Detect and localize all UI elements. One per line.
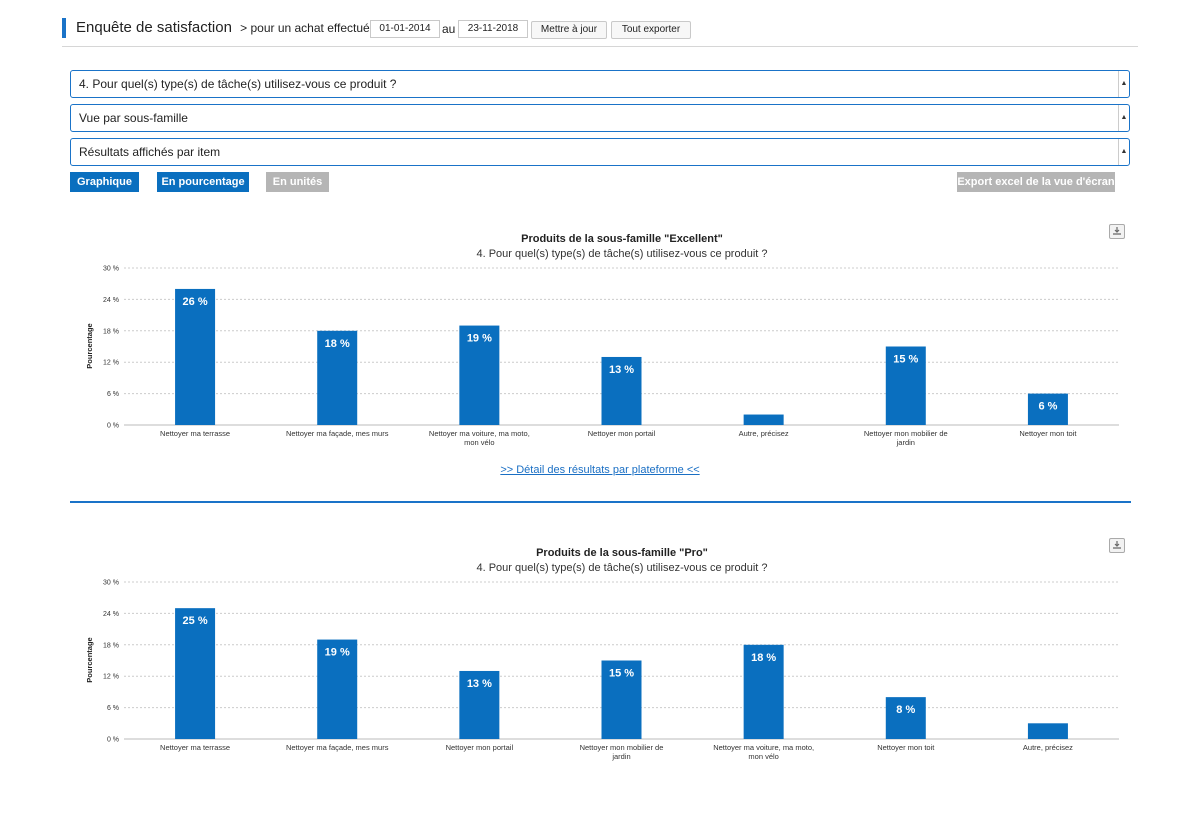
y-tick-label: 18 % [103, 328, 119, 335]
data-label: 25 % [183, 615, 208, 627]
chevron-down-icon: ▲ [1118, 105, 1129, 131]
download-icon[interactable] [1109, 538, 1125, 553]
page-title-text: Enquête de satisfaction [76, 19, 232, 36]
bar[interactable] [317, 639, 358, 739]
data-label: 15 % [609, 668, 634, 680]
view-select-value: Vue par sous-famille [79, 111, 188, 125]
bar[interactable] [601, 356, 642, 425]
bar[interactable] [1027, 393, 1068, 425]
x-tick-label: Nettoyer mon toit [877, 743, 935, 752]
bar[interactable] [743, 414, 784, 425]
update-button[interactable]: Mettre à jour [531, 21, 607, 39]
x-tick-label: Nettoyer ma voiture, ma moto, mon vélo [429, 429, 530, 447]
x-tick-label: Nettoyer mon portail [588, 429, 656, 438]
view-select[interactable]: Vue par sous-famille ▲ [70, 104, 1130, 132]
x-tick-label: Nettoyer mon toit [1019, 429, 1077, 438]
chevron-down-icon: ▲ [1118, 71, 1129, 97]
x-tick-label: Nettoyer mon mobilier de jardin [864, 429, 948, 447]
data-label: 19 % [467, 333, 492, 345]
chart-subtitle: 4. Pour quel(s) type(s) de tâche(s) util… [476, 248, 767, 260]
results-select-value: Résultats affichés par item [79, 145, 221, 159]
x-tick-label: Nettoyer ma façade, mes murs [286, 743, 389, 752]
units-toggle-button[interactable]: En unités [266, 172, 329, 192]
page-subtitle: > pour un achat effectué du [240, 21, 387, 35]
x-tick-label: Nettoyer ma terrasse [160, 429, 230, 438]
bar-chart-pro: Produits de la sous-famille "Pro" 4. Pou… [85, 547, 1119, 761]
y-tick-label: 24 % [103, 297, 119, 304]
download-icon[interactable] [1109, 224, 1125, 239]
date-from-field[interactable]: 01-01-2014 [370, 20, 440, 38]
y-tick-label: 6 % [107, 705, 119, 712]
date-to-field[interactable]: 23-11-2018 [458, 20, 528, 38]
bar[interactable] [885, 697, 926, 739]
header-accent-bar [62, 18, 66, 38]
y-tick-label: 12 % [103, 674, 119, 681]
y-tick-label: 18 % [103, 642, 119, 649]
header-divider [62, 46, 1138, 47]
y-tick-label: 30 % [103, 580, 119, 587]
chart-title: Produits de la sous-famille "Pro" [536, 547, 708, 559]
x-tick-label: Nettoyer mon mobilier de jardin [580, 743, 664, 761]
y-axis-label: Pourcentage [85, 323, 94, 368]
x-tick-label: Nettoyer ma voiture, ma moto, mon vélo [713, 743, 814, 761]
export-excel-button[interactable]: Export excel de la vue d'écran [957, 172, 1115, 192]
question-select-value: 4. Pour quel(s) type(s) de tâche(s) util… [79, 77, 397, 91]
x-tick-label: Autre, précisez [1023, 743, 1073, 752]
data-label: 18 % [751, 652, 776, 664]
question-select[interactable]: 4. Pour quel(s) type(s) de tâche(s) util… [70, 70, 1130, 98]
y-tick-label: 0 % [107, 737, 119, 744]
x-tick-label: Autre, précisez [739, 429, 789, 438]
y-tick-label: 12 % [103, 360, 119, 367]
bar[interactable] [459, 670, 500, 739]
y-tick-label: 30 % [103, 266, 119, 273]
data-label: 19 % [325, 647, 350, 659]
bar[interactable] [175, 288, 216, 425]
data-label: 18 % [325, 338, 350, 350]
results-select[interactable]: Résultats affichés par item ▲ [70, 138, 1130, 166]
chart-subtitle: 4. Pour quel(s) type(s) de tâche(s) util… [476, 562, 767, 574]
bar-chart-excellent: Produits de la sous-famille "Excellent" … [85, 233, 1119, 447]
page-title: Enquête de satisfaction > pour un achat … [76, 19, 386, 36]
bar[interactable] [885, 346, 926, 426]
data-label: 13 % [467, 678, 492, 690]
bar[interactable] [601, 660, 642, 740]
data-label: 15 % [893, 354, 918, 366]
bar[interactable] [317, 330, 358, 425]
bar[interactable] [743, 644, 784, 739]
chart-title: Produits de la sous-famille "Excellent" [521, 233, 723, 245]
data-label: 8 % [896, 704, 915, 716]
x-tick-label: Nettoyer ma terrasse [160, 743, 230, 752]
y-axis-label: Pourcentage [85, 637, 94, 682]
graph-toggle-button[interactable]: Graphique [70, 172, 139, 192]
y-tick-label: 24 % [103, 611, 119, 618]
data-label: 6 % [1038, 401, 1057, 413]
data-label: 26 % [183, 296, 208, 308]
date-separator: au [442, 22, 456, 36]
x-tick-label: Nettoyer mon portail [446, 743, 514, 752]
y-tick-label: 0 % [107, 423, 119, 430]
chart-separator [70, 501, 1131, 503]
y-tick-label: 6 % [107, 391, 119, 398]
percent-toggle-button[interactable]: En pourcentage [157, 172, 249, 192]
bar[interactable] [175, 608, 216, 739]
data-label: 13 % [609, 364, 634, 376]
chevron-down-icon: ▲ [1118, 139, 1129, 165]
bar[interactable] [459, 325, 500, 425]
detail-results-link[interactable]: >> Détail des résultats par plateforme <… [500, 464, 700, 476]
bar[interactable] [1027, 723, 1068, 739]
export-all-button[interactable]: Tout exporter [611, 21, 691, 39]
x-tick-label: Nettoyer ma façade, mes murs [286, 429, 389, 438]
